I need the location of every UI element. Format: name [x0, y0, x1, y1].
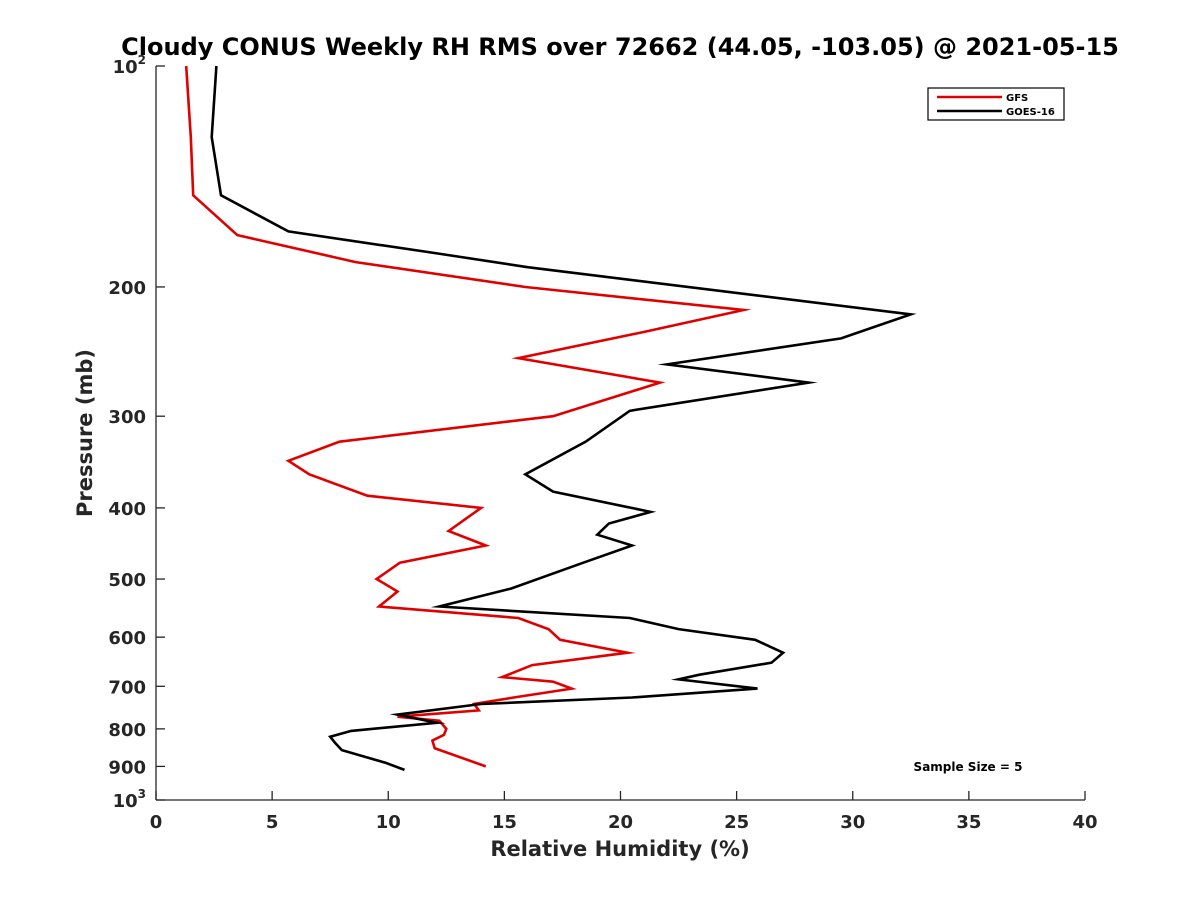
- y-tick-label: 900: [108, 757, 146, 778]
- y-tick-label: 800: [108, 720, 146, 741]
- series-line-gfs: [184, 65, 752, 768]
- x-tick-label: 30: [840, 812, 865, 833]
- y-tick-label: 200: [108, 278, 146, 299]
- x-tick-label: 35: [956, 812, 981, 833]
- sample-size-annotation: Sample Size = 5: [914, 760, 1023, 774]
- x-tick-label: 40: [1072, 812, 1097, 833]
- y-tick-label: 500: [108, 570, 146, 591]
- x-tick-label: 10: [376, 812, 401, 833]
- y-tick-label: 300: [108, 407, 146, 428]
- x-tick-label: 0: [150, 812, 163, 833]
- legend-label: GOES-16: [1006, 107, 1055, 118]
- y-tick-label: 600: [108, 628, 146, 649]
- y-tick-label: 400: [108, 499, 146, 520]
- y-ticks: 102 200 300 400 500 600 700 800 900 103: [108, 53, 165, 812]
- series-line-goes-16: [210, 65, 917, 772]
- chart-title: Cloudy CONUS Weekly RH RMS over 72662 (4…: [121, 33, 1119, 61]
- x-tick-label: 15: [492, 812, 517, 833]
- series-layer: [184, 65, 917, 772]
- legend: GFS GOES-16: [927, 87, 1065, 121]
- axes: [155, 66, 1085, 801]
- x-tick-label: 20: [608, 812, 633, 833]
- y-tick-label: 103: [113, 787, 146, 812]
- x-tick-label: 25: [724, 812, 749, 833]
- y-tick-label: 700: [108, 677, 146, 698]
- legend-box: [927, 87, 1065, 121]
- x-axis-label: Relative Humidity (%): [490, 837, 749, 861]
- x-tick-label: 5: [266, 812, 279, 833]
- y-tick-label: 102: [113, 53, 146, 78]
- x-ticks: 0 5 10 15 20 25 30 35 40: [150, 791, 1098, 833]
- legend-label: GFS: [1006, 93, 1028, 104]
- y-axis-label: Pressure (mb): [73, 349, 97, 517]
